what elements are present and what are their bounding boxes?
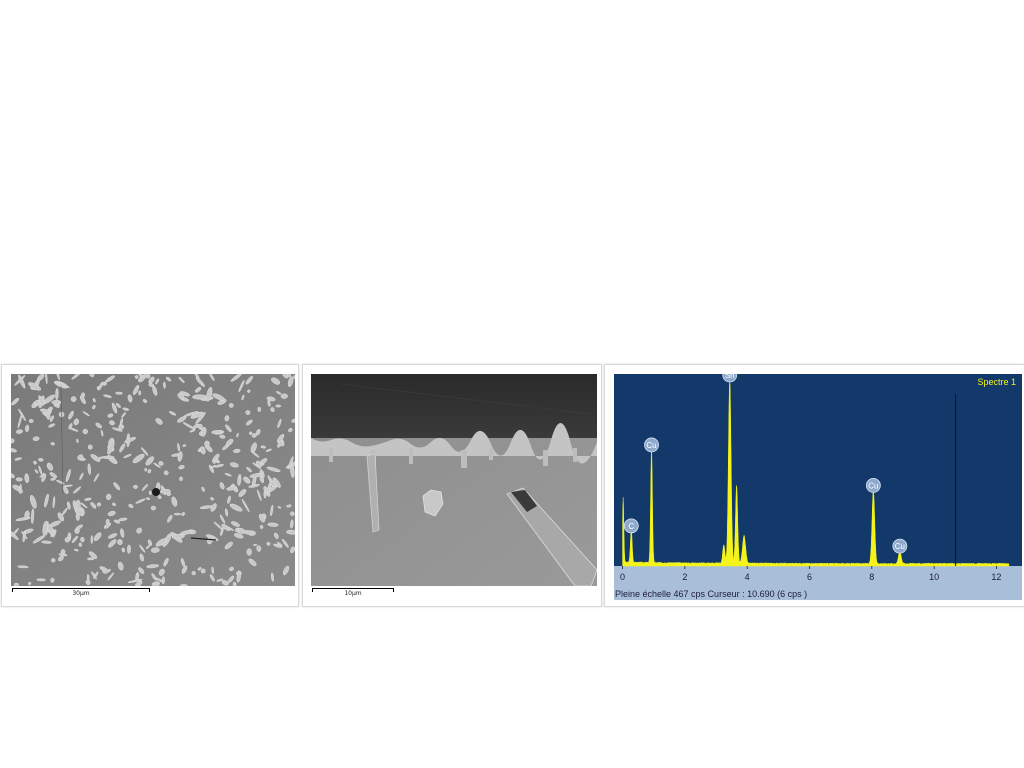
peak-label-text: Cu [895,542,905,551]
x-tick-label: 2 [682,572,687,582]
scale-bar-2-label: 10µm [344,590,362,597]
peak-label-badge [623,518,639,534]
spectrum-peak-labels: C Cu Sn Cu Cu [623,374,908,554]
sem-panel-2: 10µm [302,364,602,607]
spectrum-axis-strip [614,566,1022,600]
spectrum-caption: Pleine échelle 467 cps Curseur : 10.690 … [615,589,808,599]
peak-label-text: Cu [868,481,878,490]
x-tick-label: 10 [929,572,939,582]
scale-bar-1: 30µm [12,588,150,600]
eds-spectrum-plot: Spectre 1 0 2 4 6 8 10 12 C Cu Sn Cu Cu [614,374,1022,600]
scale-bar-2: 10µm [312,588,394,600]
sem-micrograph-2 [311,374,597,586]
sem-micrograph-1-image [11,374,295,586]
sem-micrograph-2-image [311,374,597,586]
spectrum-background [614,374,1022,566]
peak-label-text: C [628,522,634,531]
peak-label-badge [892,538,908,554]
eds-spectrum-panel: Spectre 1 0 2 4 6 8 10 12 C Cu Sn Cu Cu Pleine éch… [604,364,1024,607]
x-tick-label: 8 [869,572,874,582]
sem-panel-1: 30µm [1,364,299,607]
x-tick-label: 12 [991,572,1001,582]
peak-label-badge [722,374,738,383]
spectrum-name-label: Spectre 1 [977,377,1016,387]
spectrum-x-ticks: 0 2 4 6 8 10 12 [620,566,1001,582]
peak-label-text: Cu [646,441,656,450]
x-tick-label: 0 [620,572,625,582]
spectrum-trace [622,381,1010,567]
scale-bar-1-label: 30µm [72,590,90,597]
x-tick-label: 4 [745,572,750,582]
peak-label-text: Sn [725,374,735,380]
sem-micrograph-1 [11,374,295,586]
x-tick-label: 6 [807,572,812,582]
peak-label-badge [644,437,659,453]
peak-label-badge [865,478,881,493]
